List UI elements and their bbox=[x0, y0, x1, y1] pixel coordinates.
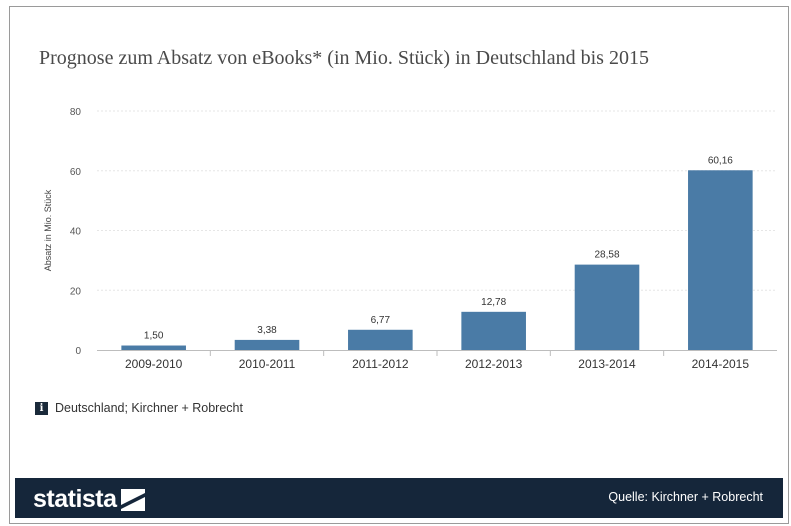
y-tick-label: 0 bbox=[75, 346, 81, 357]
bar-chart: 0 20 40 60 80 Absatz in Mio. Stück 1,50 2009-20… bbox=[43, 107, 777, 371]
source-credit: Quelle: Kirchner + Robrecht bbox=[608, 490, 763, 504]
data-label: 3,38 bbox=[257, 325, 277, 336]
info-icon[interactable]: i bbox=[35, 401, 48, 415]
x-tick-label: 2013-2014 bbox=[578, 357, 636, 371]
source-note-text: Deutschland; Kirchner + Robrecht bbox=[55, 401, 243, 415]
y-tick-label: 20 bbox=[70, 286, 82, 297]
x-tick-label: 2009-2010 bbox=[125, 357, 183, 371]
bar bbox=[688, 170, 753, 350]
data-label: 60,16 bbox=[708, 155, 733, 166]
bar bbox=[461, 311, 526, 350]
x-tick-label: 2014-2015 bbox=[692, 357, 750, 371]
statista-logo-text: statista bbox=[33, 485, 117, 513]
data-label: 1,50 bbox=[144, 331, 164, 342]
bar bbox=[348, 329, 413, 350]
bar bbox=[574, 264, 640, 350]
y-tick-label: 80 bbox=[70, 107, 82, 118]
window-frame: Prognose zum Absatz von eBooks* (in Mio.… bbox=[9, 6, 789, 524]
footer-bar: statista Quelle: Kirchner + Robrecht bbox=[15, 478, 783, 518]
bar bbox=[121, 345, 186, 350]
bar bbox=[234, 339, 300, 350]
y-tick-label: 40 bbox=[70, 227, 82, 238]
source-note: i Deutschland; Kirchner + Robrecht bbox=[35, 401, 243, 415]
statista-logo[interactable]: statista bbox=[33, 485, 145, 514]
x-tick-label: 2012-2013 bbox=[465, 357, 523, 371]
x-tick-label: 2011-2012 bbox=[352, 357, 409, 371]
data-label: 12,78 bbox=[481, 297, 506, 308]
data-label: 6,77 bbox=[371, 315, 391, 326]
y-axis-label: Absatz in Mio. Stück bbox=[43, 189, 53, 271]
data-label: 28,58 bbox=[594, 250, 619, 261]
chart-card: Prognose zum Absatz von eBooks* (in Mio.… bbox=[15, 13, 783, 518]
chart-title: Prognose zum Absatz von eBooks* (in Mio.… bbox=[39, 47, 649, 69]
x-tick-label: 2010-2011 bbox=[239, 357, 296, 371]
y-tick-label: 60 bbox=[70, 167, 82, 178]
statista-logo-mark-icon bbox=[120, 488, 145, 511]
